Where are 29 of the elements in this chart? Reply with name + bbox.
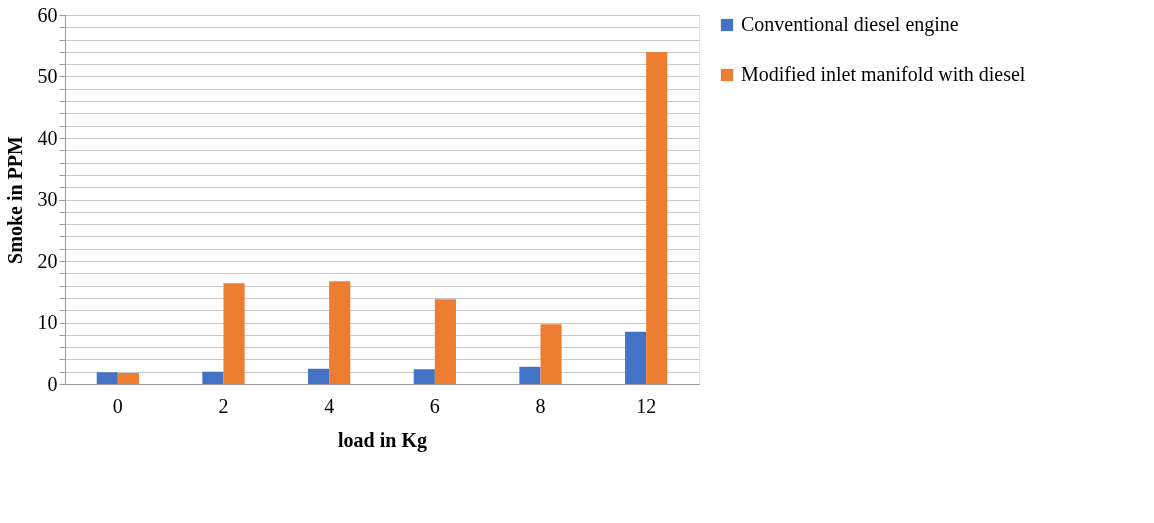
bar (540, 324, 562, 384)
bar (96, 372, 118, 384)
legend-label: Conventional diesel engine (741, 13, 959, 36)
y-tick-label: 20 (37, 249, 58, 272)
bar (646, 51, 668, 384)
bar (223, 283, 245, 384)
x-tick-label: 0 (112, 394, 123, 417)
bar (117, 372, 139, 384)
y-tick-label: 50 (37, 65, 58, 87)
bar (329, 281, 351, 384)
y-tick-label: 0 (47, 372, 58, 395)
legend-label: Modified inlet manifold with diesel (741, 63, 1026, 85)
bar (413, 369, 435, 384)
y-tick-label: 30 (37, 188, 58, 210)
x-tick-label: 2 (218, 394, 229, 417)
bar (625, 331, 647, 384)
y-tick-label: 10 (37, 311, 58, 333)
x-axis-title: load in Kg (338, 428, 427, 452)
x-tick-label: 6 (429, 394, 440, 417)
x-tick-label: 4 (324, 394, 335, 417)
y-axis-title: Smoke in PPM (3, 135, 26, 264)
y-tick-label: 40 (37, 126, 58, 149)
bar (308, 368, 330, 384)
bar (202, 371, 224, 384)
x-tick-label: 8 (535, 394, 546, 417)
y-tick-label: 60 (37, 3, 58, 26)
x-tick-label: 12 (636, 394, 657, 417)
bar (434, 299, 456, 384)
bar (519, 366, 541, 384)
